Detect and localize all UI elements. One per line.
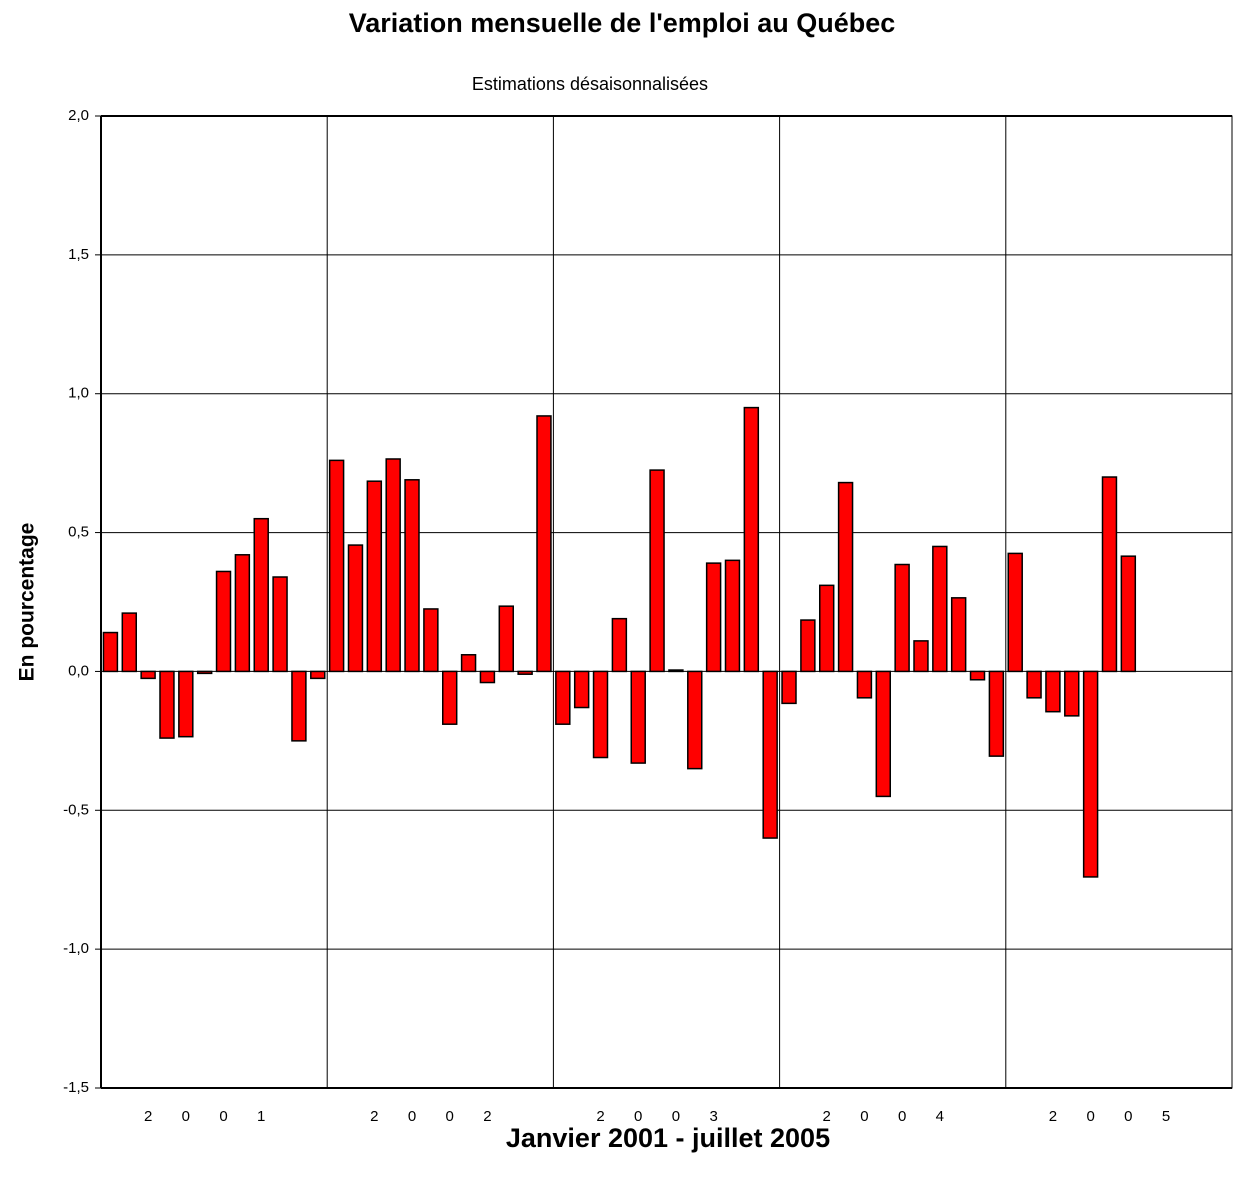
x-tick-label: 0 <box>182 1108 190 1125</box>
y-axis-label: En pourcentage <box>16 523 39 682</box>
bar <box>140 670 156 680</box>
bar <box>479 670 496 684</box>
bar <box>969 670 986 681</box>
plot-border <box>100 115 1233 1089</box>
bar <box>950 597 967 673</box>
bar <box>404 479 420 673</box>
x-tick-label: 2 <box>823 1108 831 1125</box>
bar <box>1026 670 1042 699</box>
bar <box>423 608 439 673</box>
chart-title: Variation mensuelle de l'emploi au Québe… <box>349 8 896 38</box>
bar <box>856 670 873 699</box>
bar <box>442 670 458 725</box>
x-tick-label: 4 <box>936 1108 944 1125</box>
bar <box>630 670 646 764</box>
bar <box>234 554 251 673</box>
y-tick-label: 0,5 <box>68 524 89 541</box>
bar <box>291 670 307 742</box>
bar <box>253 517 269 673</box>
bar <box>743 406 760 673</box>
bar <box>837 481 854 673</box>
bar <box>611 617 628 673</box>
bar <box>800 619 816 673</box>
x-tick-label: 2 <box>370 1108 378 1125</box>
bar <box>781 670 797 705</box>
bar <box>102 631 119 673</box>
bar <box>913 640 929 673</box>
bar <box>536 415 552 673</box>
x-tick-label: 0 <box>408 1108 416 1125</box>
bar <box>649 469 665 673</box>
bar <box>310 670 326 680</box>
bar <box>385 458 401 673</box>
x-tick-label: 0 <box>1086 1108 1094 1125</box>
x-tick-label: 2 <box>1049 1108 1057 1125</box>
x-tick-label: 3 <box>709 1108 717 1125</box>
bar <box>668 669 684 673</box>
bar <box>215 570 232 673</box>
bar <box>347 544 364 673</box>
x-tick-label: 0 <box>1124 1108 1132 1125</box>
bar <box>1120 555 1137 673</box>
y-tick-label: 2,0 <box>68 107 89 124</box>
bar <box>762 670 778 839</box>
x-tick-label: 2 <box>144 1108 152 1125</box>
bar <box>1082 670 1099 878</box>
x-tick-label: 0 <box>860 1108 868 1125</box>
x-tick-label: 0 <box>219 1108 227 1125</box>
x-tick-label: 1 <box>257 1108 265 1125</box>
x-tick-label: 5 <box>1162 1108 1170 1125</box>
bar <box>894 563 910 673</box>
bar <box>592 670 609 759</box>
x-axis-label: Janvier 2001 - juillet 2005 <box>506 1123 830 1153</box>
bar <box>159 670 175 739</box>
x-tick-label: 0 <box>446 1108 454 1125</box>
bar <box>819 584 835 673</box>
chart-subtitle: Estimations désaisonnalisées <box>472 74 708 94</box>
bar <box>932 545 948 673</box>
bar <box>498 605 514 673</box>
y-tick-label: 1,5 <box>68 246 89 263</box>
bar <box>328 459 345 673</box>
x-tick-label: 2 <box>596 1108 604 1125</box>
bar <box>724 559 741 673</box>
x-tick-label: 0 <box>672 1108 680 1125</box>
bar <box>1007 552 1023 673</box>
y-tick-label: -0,5 <box>63 801 89 818</box>
bar <box>875 670 891 798</box>
bar <box>988 670 1005 757</box>
x-tick-label: 0 <box>898 1108 906 1125</box>
x-tick-label: 2 <box>483 1108 491 1125</box>
bar <box>121 612 137 673</box>
bar <box>517 670 533 675</box>
bar <box>555 670 571 725</box>
bar <box>1064 670 1080 717</box>
bar <box>366 480 383 673</box>
y-tick-label: -1,5 <box>63 1079 89 1096</box>
bar <box>460 654 477 673</box>
bar <box>1101 476 1118 673</box>
x-tick-label: 0 <box>634 1108 642 1125</box>
bar <box>687 670 703 770</box>
bar <box>705 562 722 673</box>
bar <box>196 670 213 675</box>
bar <box>1045 670 1061 713</box>
y-tick-label: 0,0 <box>68 662 89 679</box>
y-tick-label: -1,0 <box>63 940 89 957</box>
bar <box>178 670 194 738</box>
y-tick-label: 1,0 <box>68 385 89 402</box>
bar <box>573 670 590 709</box>
bar <box>272 576 288 673</box>
